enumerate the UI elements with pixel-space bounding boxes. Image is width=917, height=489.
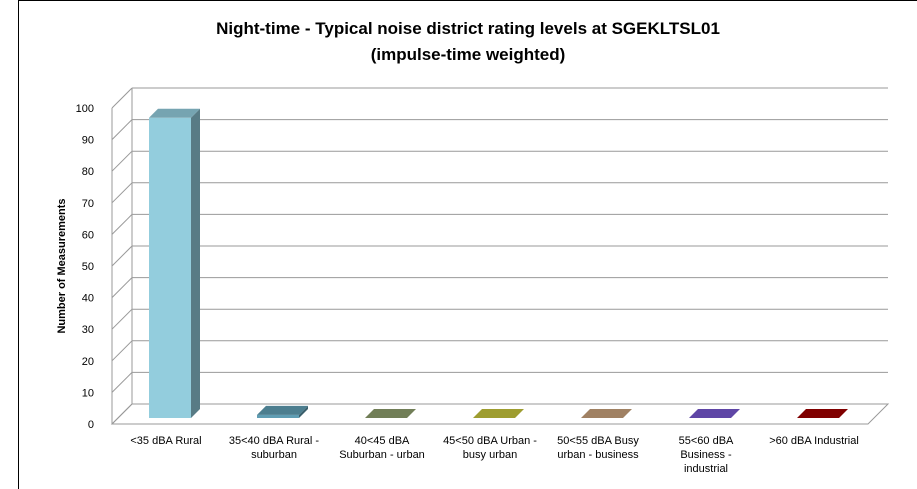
bar-front xyxy=(149,117,191,419)
x-tick-label-line: 40<45 dBA xyxy=(355,435,410,447)
x-tick-label-line: 35<40 dBA Rural - xyxy=(229,435,320,447)
bar-side xyxy=(191,108,200,419)
grid-line xyxy=(111,150,133,172)
x-tick-label-line: suburban xyxy=(251,449,297,461)
y-tick-label: 100 xyxy=(76,103,94,115)
bar-top xyxy=(581,409,632,418)
x-tick-label-line: Business - xyxy=(680,449,732,461)
chart-title: (impulse-time weighted) xyxy=(371,45,566,64)
bar-top xyxy=(365,409,416,418)
x-tick-label: 40<45 dBA Suburban - urban xyxy=(339,435,425,461)
x-tick-label-line: urban - business xyxy=(557,449,639,461)
grid-line xyxy=(111,340,133,362)
bar-top xyxy=(473,409,524,418)
x-tick-label-line: busy urban xyxy=(463,449,517,461)
x-tick-label: 55<60 dBA Business - industrial xyxy=(679,435,734,475)
x-tick-label-line: <35 dBA Rural xyxy=(130,435,201,447)
x-tick-label-line: >60 dBA Industrial xyxy=(769,435,859,447)
y-tick-label: 70 xyxy=(82,198,94,210)
grid-line xyxy=(111,277,133,298)
y-tick-label: 60 xyxy=(82,229,94,241)
y-axis-label: Number of Measurements xyxy=(56,198,68,333)
x-tick-label-line: Suburban - urban xyxy=(339,449,425,461)
y-tick-label: 0 xyxy=(88,419,94,431)
x-tick-label: 35<40 dBA Rural - suburban xyxy=(229,435,320,461)
grid-line xyxy=(111,372,133,393)
x-tick-label-line: 45<50 dBA Urban - xyxy=(443,435,537,447)
chart-title: Night-time - Typical noise district rati… xyxy=(216,19,720,38)
grid-line xyxy=(111,87,133,109)
grid-line xyxy=(111,308,133,330)
y-tick-label: 50 xyxy=(82,261,94,273)
grid-line xyxy=(111,214,133,235)
y-tick-label: 90 xyxy=(82,135,94,147)
x-tick-label: <35 dBA Rural xyxy=(130,435,201,447)
bar-top xyxy=(689,409,740,418)
x-tick-label-line: industrial xyxy=(684,463,728,475)
grid-line xyxy=(111,182,133,204)
x-tick-label: 45<50 dBA Urban - busy urban xyxy=(443,435,537,461)
y-tick-label: 40 xyxy=(82,293,94,305)
bar-top xyxy=(797,409,848,418)
grid-line xyxy=(111,245,133,267)
y-tick-label: 10 xyxy=(82,387,94,399)
y-tick-label: 80 xyxy=(82,166,94,178)
x-tick-label: 50<55 dBA Busy urban - business xyxy=(557,435,639,461)
y-tick-label: 20 xyxy=(82,356,94,368)
floor xyxy=(110,403,890,425)
bar-front xyxy=(257,414,299,418)
bar-top xyxy=(149,108,200,118)
y-tick-label: 30 xyxy=(82,324,94,336)
x-tick-label-line: 55<60 dBA xyxy=(679,435,734,447)
bar-top xyxy=(257,405,308,415)
x-tick-label: >60 dBA Industrial xyxy=(769,435,859,447)
x-tick-label-line: 50<55 dBA Busy xyxy=(557,435,639,447)
bar-side xyxy=(299,405,308,418)
grid-line xyxy=(111,119,133,140)
